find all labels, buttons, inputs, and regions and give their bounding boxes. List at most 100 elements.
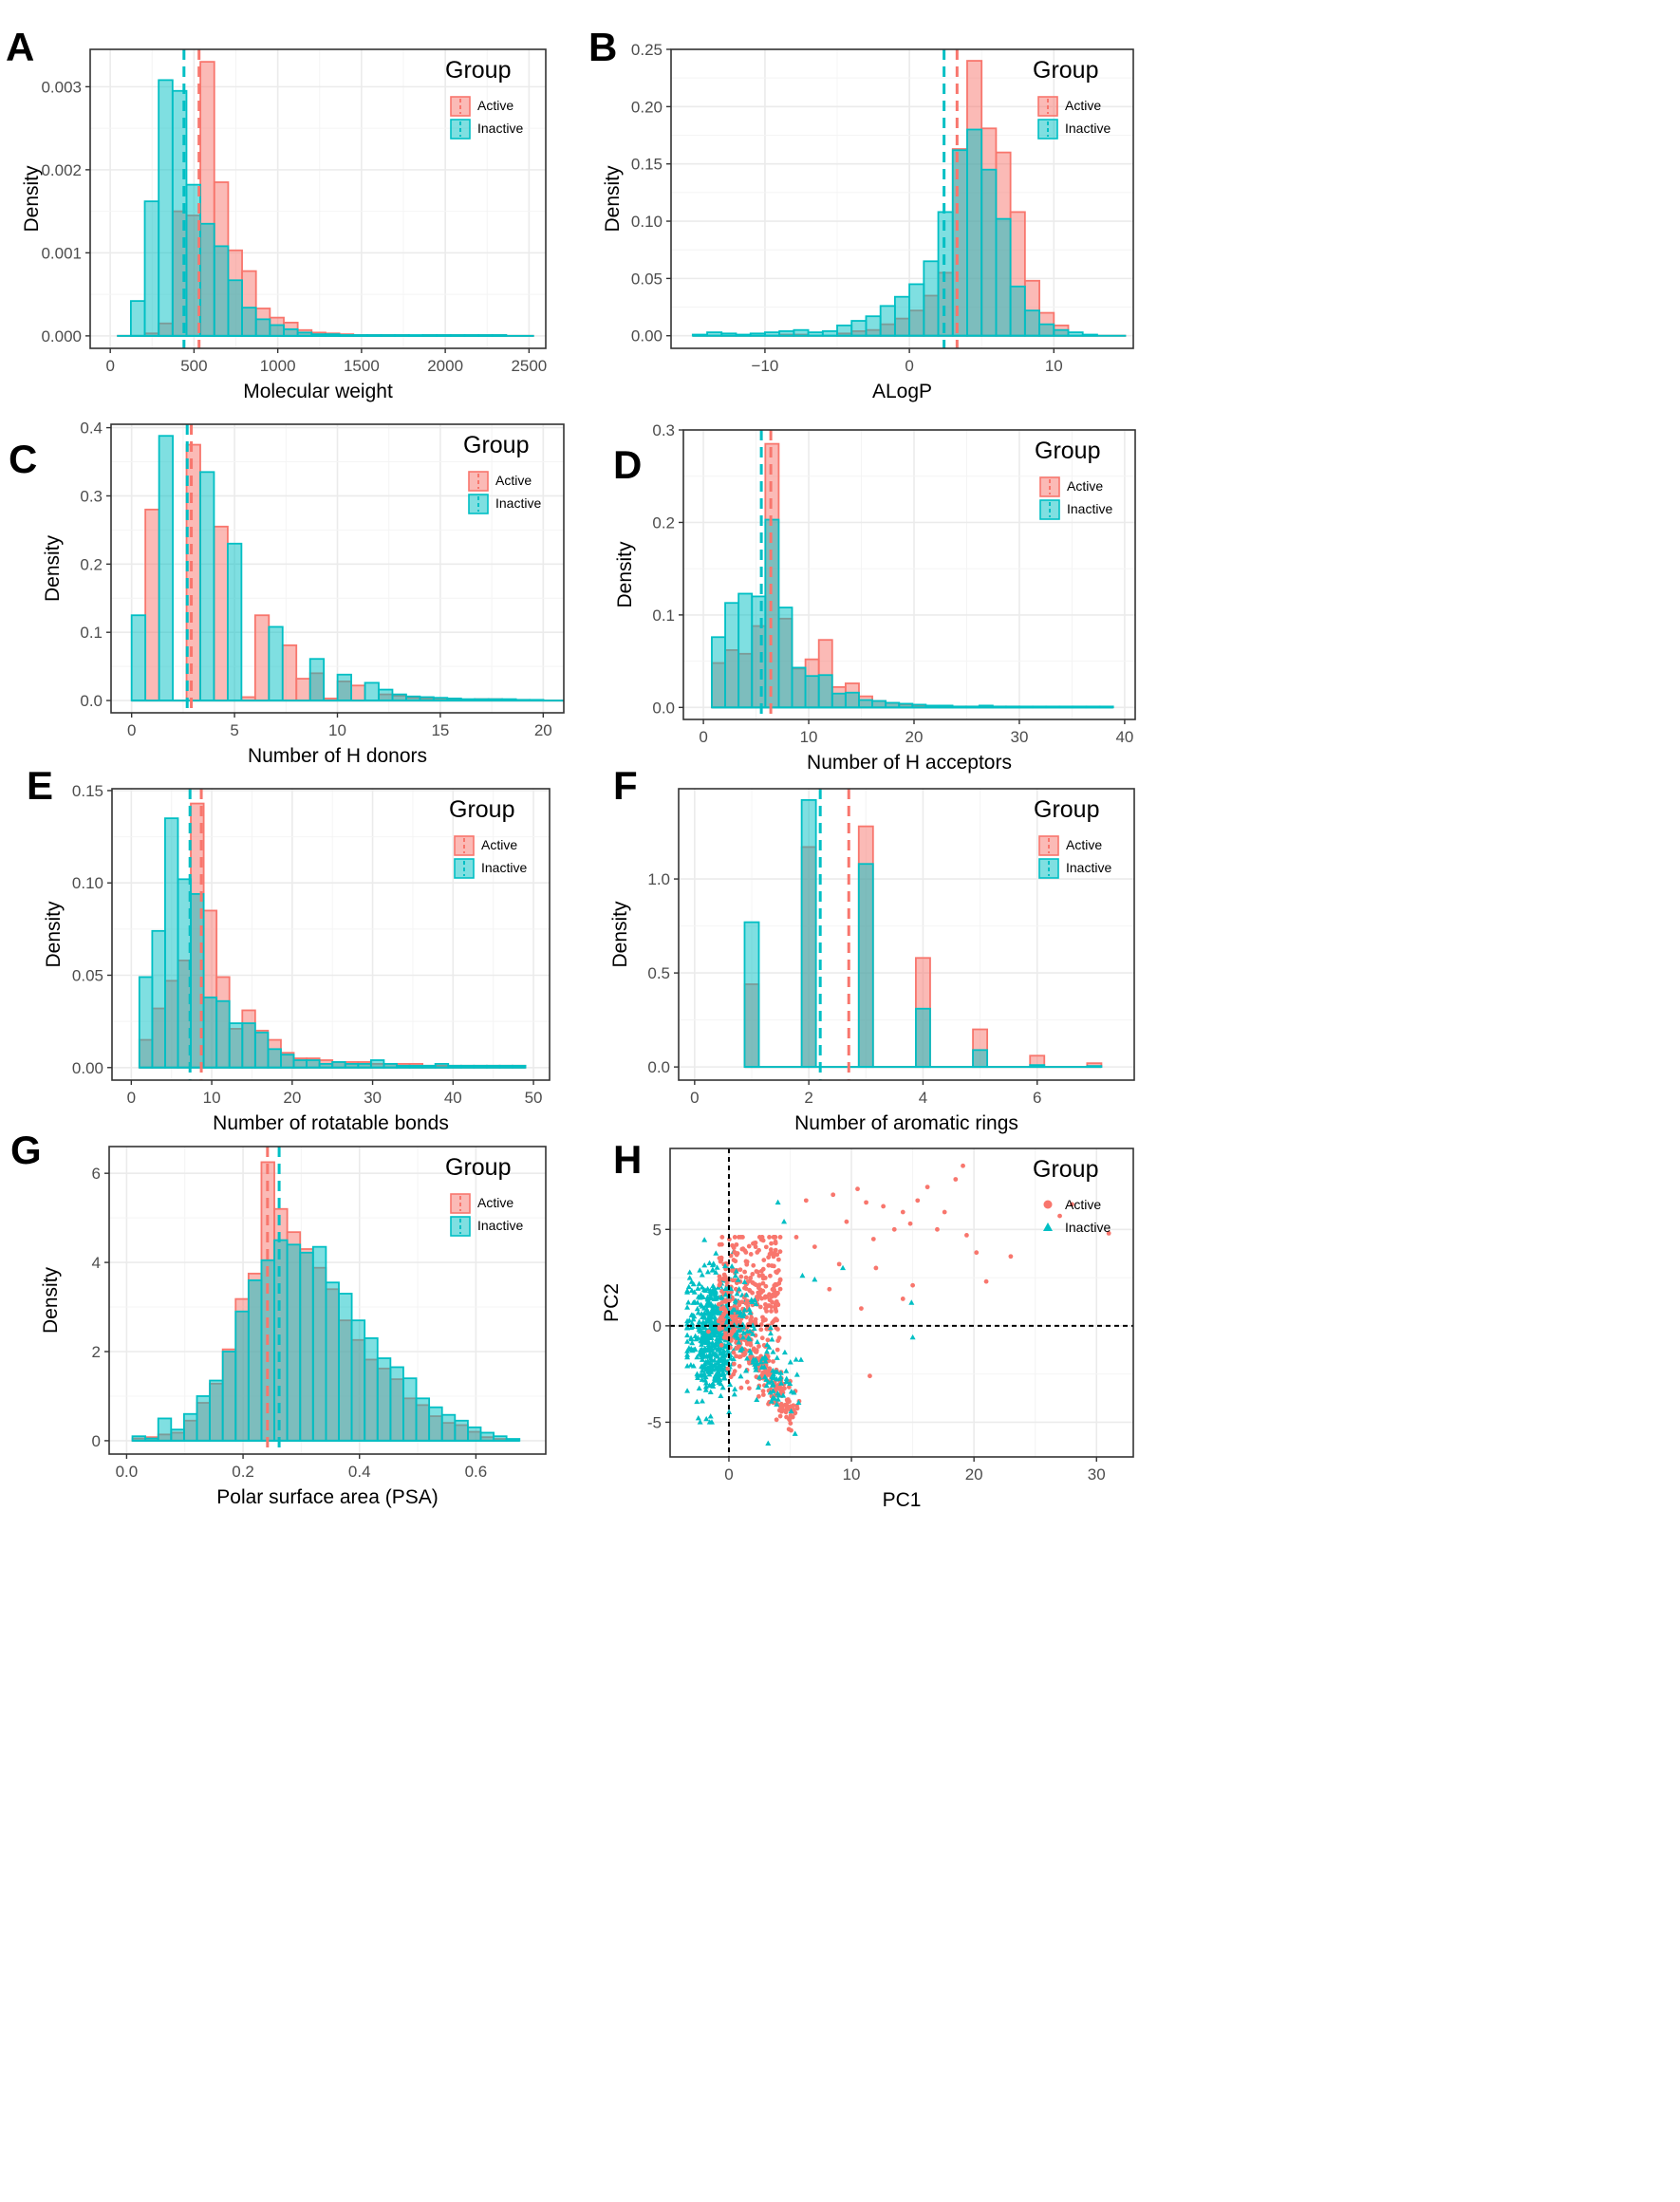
scatter-point-inactive: [694, 1305, 700, 1312]
scatter-point-inactive: [686, 1317, 693, 1323]
y-axis-label: Density: [602, 165, 624, 233]
y-tick-label: 0: [92, 1432, 101, 1450]
scatter-point-inactive: [706, 1369, 713, 1374]
x-tick-label: 4: [919, 1089, 927, 1107]
y-tick-label: 0.10: [72, 874, 103, 892]
scatter-point-inactive: [770, 1388, 776, 1393]
scatter-point-inactive: [719, 1353, 726, 1359]
scatter-point-inactive: [709, 1267, 716, 1273]
scatter-point-inactive: [688, 1324, 695, 1331]
scatter-point-active: [868, 1373, 872, 1379]
histogram-bar-inactive: [280, 1054, 295, 1069]
scatter-point-active: [775, 1290, 780, 1296]
scatter-point-active: [773, 1241, 778, 1246]
scatter-point-active: [773, 1293, 778, 1298]
histogram-bar-inactive: [871, 700, 887, 709]
scatter-point-active: [737, 1235, 741, 1240]
scatter-point-inactive: [713, 1292, 719, 1298]
scatter-point-inactive: [707, 1293, 714, 1299]
histogram-bar-inactive: [1023, 309, 1040, 337]
scatter-point-inactive: [787, 1359, 793, 1365]
y-tick-label: 0.10: [631, 213, 663, 231]
scatter-point-inactive: [745, 1334, 752, 1340]
scatter-point-inactive: [775, 1396, 781, 1402]
scatter-point-active: [758, 1268, 764, 1274]
scatter-point-active: [738, 1274, 744, 1279]
histogram-bar-inactive: [308, 658, 326, 701]
histogram-bar-inactive: [378, 688, 394, 701]
histogram-bar-inactive: [428, 1406, 443, 1442]
legend-title: Group: [445, 1154, 511, 1181]
scatter-point-active: [742, 1269, 748, 1275]
scatter-point-inactive: [695, 1285, 701, 1291]
scatter-point-inactive: [767, 1330, 774, 1336]
scatter-point-inactive: [741, 1278, 748, 1284]
scatter-point-inactive: [743, 1292, 750, 1297]
scatter-point-inactive: [701, 1237, 708, 1242]
scatter-point-active: [774, 1309, 779, 1314]
histogram-bar-inactive: [292, 1059, 308, 1069]
scatter-point-active: [773, 1317, 777, 1322]
histogram-bar-inactive: [743, 921, 760, 1069]
scatter-point-active: [721, 1334, 727, 1340]
histogram-bar-inactive: [364, 1337, 379, 1442]
scatter-point-inactive: [702, 1387, 709, 1392]
scatter-point-active: [777, 1286, 783, 1292]
scatter-point-inactive: [699, 1398, 705, 1404]
scatter-point-active: [717, 1278, 722, 1283]
scatter-point-active: [775, 1347, 780, 1353]
scatter-point-inactive: [706, 1359, 713, 1366]
histogram-bar-active: [350, 684, 366, 701]
scatter-point-inactive: [706, 1315, 713, 1320]
panel-letter: F: [613, 763, 638, 808]
scatter-point-active: [725, 1366, 731, 1372]
histogram-bar-inactive: [858, 699, 873, 709]
histogram-bar-inactive: [228, 1022, 244, 1069]
x-tick-label: 0.4: [348, 1463, 371, 1481]
x-tick-label: 0: [127, 721, 136, 739]
scatter-point-inactive: [736, 1339, 742, 1345]
scatter-point-active: [718, 1280, 723, 1286]
scatter-point-inactive: [732, 1297, 738, 1303]
scatter-point-inactive: [712, 1345, 719, 1351]
legend-label-active: Active: [1065, 1197, 1101, 1212]
histogram-bar-inactive: [338, 1293, 353, 1442]
histogram-bar-inactive: [791, 666, 807, 709]
scatter-point-inactive: [699, 1356, 705, 1362]
y-tick-label: 0.3: [80, 487, 103, 505]
legend-label-active: Active: [1065, 98, 1101, 113]
legend-label-active: Active: [477, 1195, 513, 1210]
x-tick-label: 2500: [511, 357, 547, 375]
scatter-point-inactive: [696, 1385, 702, 1391]
histogram-bar-inactive: [247, 1278, 263, 1442]
scatter-point-active: [769, 1294, 775, 1299]
scatter-point-active: [765, 1337, 771, 1343]
scatter-point-inactive: [797, 1356, 804, 1362]
scatter-point-active: [855, 1186, 860, 1192]
y-tick-label: 6: [92, 1165, 101, 1183]
scatter-point-inactive: [715, 1339, 721, 1345]
y-axis-label: Density: [42, 534, 64, 602]
histogram-bar-inactive: [376, 1357, 392, 1442]
scatter-point-inactive: [696, 1318, 702, 1324]
scatter-point-inactive: [762, 1358, 769, 1364]
histogram-bar-active: [213, 525, 229, 701]
histogram-bar-inactive: [454, 1419, 469, 1442]
legend-label-inactive: Inactive: [477, 1218, 523, 1233]
scatter-point-inactive: [721, 1375, 728, 1381]
scatter-point-active: [864, 1200, 868, 1205]
y-tick-label: 0.001: [41, 244, 82, 262]
panel-h: H 0 10 20 30 -5 0 5 PC1 PC2 Group Active Inactive: [601, 1137, 1134, 1511]
x-tick-label: 0: [724, 1465, 733, 1484]
scatter-point-inactive: [695, 1372, 701, 1378]
histogram-bar-inactive: [227, 279, 243, 337]
panel-f: F 0 2 4 6 0.0 0.5 1.0 Number of aromatic rings De…: [609, 763, 1135, 1134]
scatter-point-active: [719, 1235, 725, 1240]
histogram-bar-active: [295, 678, 311, 701]
scatter-point-active: [767, 1372, 773, 1377]
scatter-point-inactive: [747, 1348, 754, 1353]
scatter-point-inactive: [764, 1341, 771, 1348]
scatter-point-active: [744, 1298, 750, 1304]
scatter-point-active: [763, 1244, 769, 1250]
scatter-point-active: [769, 1309, 774, 1314]
